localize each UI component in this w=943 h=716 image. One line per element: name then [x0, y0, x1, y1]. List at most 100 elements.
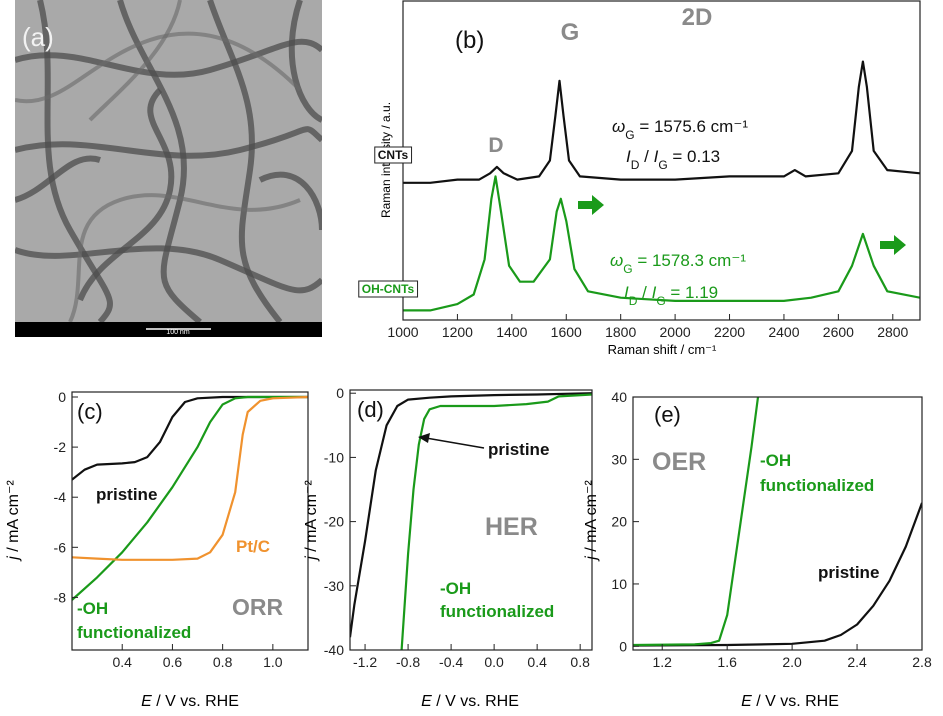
y-axis-label: j / mA cm⁻² [583, 480, 600, 562]
text-segment: E [421, 693, 432, 710]
x-tick-label: 2.8 [912, 654, 932, 670]
x-tick-label: 1800 [605, 324, 636, 340]
y-tick-label: -20 [324, 514, 344, 530]
axes-frame [349, 389, 593, 651]
text-segment: E [741, 693, 752, 710]
y-tick-label: 20 [611, 514, 627, 530]
x-tick-label: 2.4 [847, 654, 867, 670]
annotation: G [561, 19, 580, 46]
annotation: OER [652, 448, 706, 476]
shift-arrow [578, 195, 604, 215]
annotation: ωG = 1575.6 cm⁻¹ [612, 117, 748, 142]
axes-frame [632, 396, 923, 651]
data-line [72, 395, 308, 601]
nanotubes-faint [15, 0, 302, 322]
x-tick-label: 2600 [823, 324, 854, 340]
text-segment: j [583, 556, 600, 562]
x-tick-label: 2400 [768, 324, 799, 340]
x-axis-label: E / V vs. RHE [141, 693, 239, 710]
text-segment: ω [610, 251, 623, 270]
text-segment: / V vs. RHE [752, 693, 839, 710]
plot-area [350, 392, 592, 650]
data-line [72, 395, 308, 561]
x-tick-label: 2.0 [782, 654, 802, 670]
y-tick-label: -4 [54, 489, 67, 505]
x-tick-label: 1200 [442, 324, 473, 340]
text-segment: G [623, 262, 632, 276]
x-tick-label: 0.4 [527, 654, 547, 670]
y-tick-label: 10 [611, 576, 627, 592]
chart-panel: 1.2 1.6 2.0 2.4 2.8 0 10 20 30 40 E / V vs. RHE j /… [583, 389, 932, 710]
annotation: HER [485, 513, 538, 541]
series-label-box [358, 280, 419, 298]
annotation: -OH [77, 599, 108, 618]
data-line [72, 395, 308, 481]
panel-label: (d) [357, 397, 384, 422]
text-segment: j [5, 556, 22, 562]
chart-panel: 0.4 0.6 0.8 1.0 0 -2 -4 -6 -8 E / V vs. RHE j / mA… [5, 389, 309, 710]
text-segment: G [656, 294, 665, 308]
y-tick-label: -30 [324, 578, 344, 594]
text-segment: / mA cm⁻² [583, 480, 600, 557]
series-label: CNTs [378, 148, 409, 162]
annotation: functionalized [760, 476, 874, 495]
text-segment: = 1.19 [666, 283, 718, 302]
y-tick-label: -8 [54, 589, 67, 605]
pointer-line [425, 437, 485, 449]
y-tick-label: 0 [336, 385, 344, 401]
x-tick-label: -0.8 [396, 654, 420, 670]
annotation: functionalized [77, 623, 191, 642]
text-segment: I [652, 283, 657, 302]
shift-arrows [578, 195, 906, 255]
y-tick-label: 30 [611, 451, 627, 467]
annotation: functionalized [440, 602, 554, 621]
annotation: D [488, 134, 503, 157]
panel-label: (c) [77, 399, 103, 424]
data-line [633, 397, 760, 647]
plot-area [72, 395, 308, 601]
y-axis-label: j / mA cm⁻² [303, 480, 320, 562]
text-segment: I [624, 283, 629, 302]
text-segment: / [637, 283, 651, 302]
x-tick-label: 2800 [877, 324, 908, 340]
text-segment: I [654, 147, 659, 166]
chart-panel: -1.2 -0.8 -0.4 0.0 0.4 0.8 0 -10 -20 -30 -40 E / V … [303, 385, 593, 710]
annotation: ID / IG = 0.13 [626, 147, 720, 172]
x-tick-label: 0.8 [213, 654, 233, 670]
x-tick-label: -0.4 [439, 654, 463, 670]
text-segment: ω [612, 117, 625, 136]
y-tick-label: 0 [58, 389, 66, 405]
x-tick-label: 0.0 [484, 654, 504, 670]
x-tick-label: 1.6 [717, 654, 737, 670]
chart-panel: 1000 1200 1400 1600 1800 2000 2200 2400 2600 2800… [358, 0, 921, 357]
x-tick-label: 1400 [496, 324, 527, 340]
data-line [403, 175, 920, 312]
pointer-head [418, 433, 430, 443]
annotation: Pt/C [236, 537, 270, 556]
y-axis-label: j / mA cm⁻² [5, 480, 22, 562]
annotation: 2D [682, 4, 713, 31]
x-tick-label: 1.0 [263, 654, 283, 670]
x-tick-label: 1000 [387, 324, 418, 340]
tem-image: (a) [15, 0, 322, 322]
text-segment: E [141, 693, 152, 710]
x-axis-label: E / V vs. RHE [741, 693, 839, 710]
text-segment: G [658, 158, 667, 172]
text-segment: Raman shift / cm⁻¹ [608, 342, 717, 357]
text-segment: D [631, 158, 640, 172]
text-segment: G [625, 128, 634, 142]
data-line [403, 60, 920, 184]
annotation: ORR [232, 594, 284, 620]
x-axis-label: Raman shift / cm⁻¹ [608, 342, 717, 357]
text-segment: = 0.13 [668, 147, 720, 166]
x-tick-label: 0.8 [570, 654, 590, 670]
annotation: -OH [760, 451, 791, 470]
text-segment: / mA cm⁻² [5, 480, 22, 557]
x-tick-label: 2000 [660, 324, 691, 340]
x-tick-label: 0.4 [112, 654, 132, 670]
annotation: pristine [96, 485, 157, 504]
text-segment: I [626, 147, 631, 166]
y-tick-label: -40 [324, 642, 344, 658]
y-tick-label: -2 [54, 439, 67, 455]
